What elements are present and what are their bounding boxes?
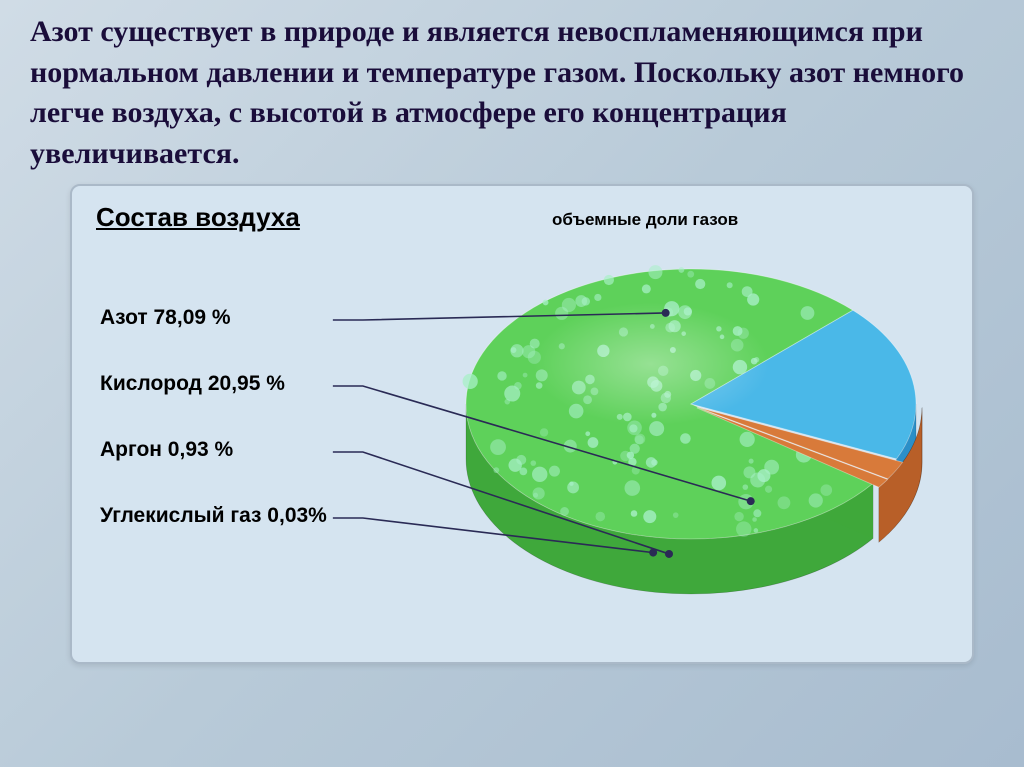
label-oxygen: Кислород 20,95 % <box>100 372 327 396</box>
chart-title: Состав воздуха <box>96 202 948 233</box>
chart-labels: Азот 78,09 % Кислород 20,95 % Аргон 0,93… <box>100 306 327 528</box>
pie-3d <box>446 234 936 634</box>
intro-paragraph: Азот существует в природе и является нев… <box>0 0 1024 184</box>
air-composition-chart: Состав воздуха объемные доли газов Азот … <box>70 184 974 664</box>
label-nitrogen: Азот 78,09 % <box>100 306 327 330</box>
label-argon: Аргон 0,93 % <box>100 438 327 462</box>
chart-subtitle: объемные доли газов <box>552 210 738 230</box>
label-co2: Углекислый газ 0,03% <box>100 504 327 528</box>
